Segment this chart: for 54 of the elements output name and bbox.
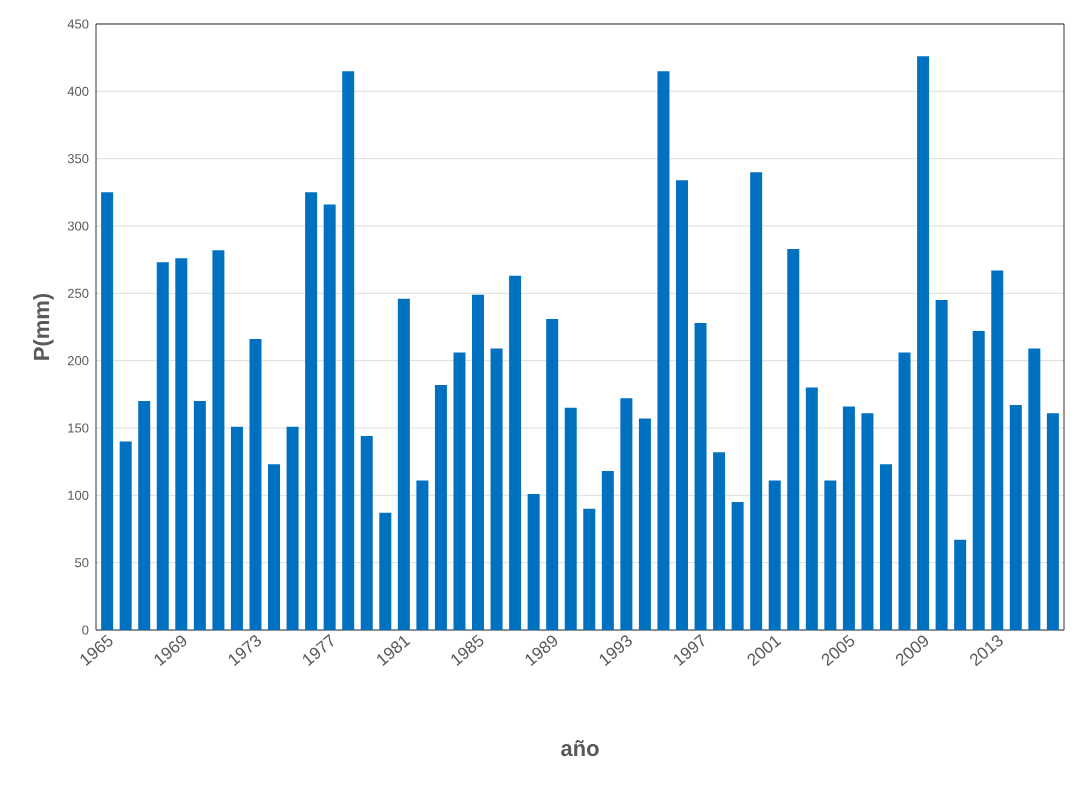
bar [268,464,281,630]
bar [397,298,410,630]
bar [750,172,763,630]
bar [898,352,911,630]
bar [694,322,707,630]
bar [991,270,1004,630]
bar [768,480,781,630]
bar [193,401,206,630]
bar [101,192,114,630]
bar [472,294,485,630]
bar [713,452,726,630]
bar [342,71,355,630]
bar [583,508,596,630]
bar [917,56,930,630]
bar [175,258,188,630]
bar [119,441,132,630]
bar [1046,413,1059,630]
bar [434,384,447,630]
bar [620,398,633,630]
bar [416,480,429,630]
bar [509,275,522,630]
bar [787,248,800,630]
bar [972,331,985,630]
bar [676,180,688,630]
x-axis-title: año [561,740,599,757]
bar [527,493,540,630]
bar [638,418,651,630]
bar [138,401,151,630]
bar [546,318,559,630]
bar [286,426,299,630]
bar [490,348,503,630]
bar [156,262,169,630]
bar [323,204,336,630]
bar [230,426,243,630]
bar [657,71,670,630]
bar [861,413,874,630]
bar [935,300,948,630]
bar [1009,405,1022,630]
bar [805,387,818,630]
bar [1028,348,1041,630]
bar [305,192,318,630]
bar [379,512,392,630]
bar [360,436,373,630]
bar [601,471,614,630]
bar [212,250,225,630]
bar [842,406,855,630]
bar [879,464,892,630]
bar [564,407,577,630]
y-axis-title: P(mm) [33,293,54,360]
bar [954,539,967,630]
bar [249,339,262,630]
bar [453,352,466,630]
bar [824,480,837,630]
bar [731,502,744,630]
